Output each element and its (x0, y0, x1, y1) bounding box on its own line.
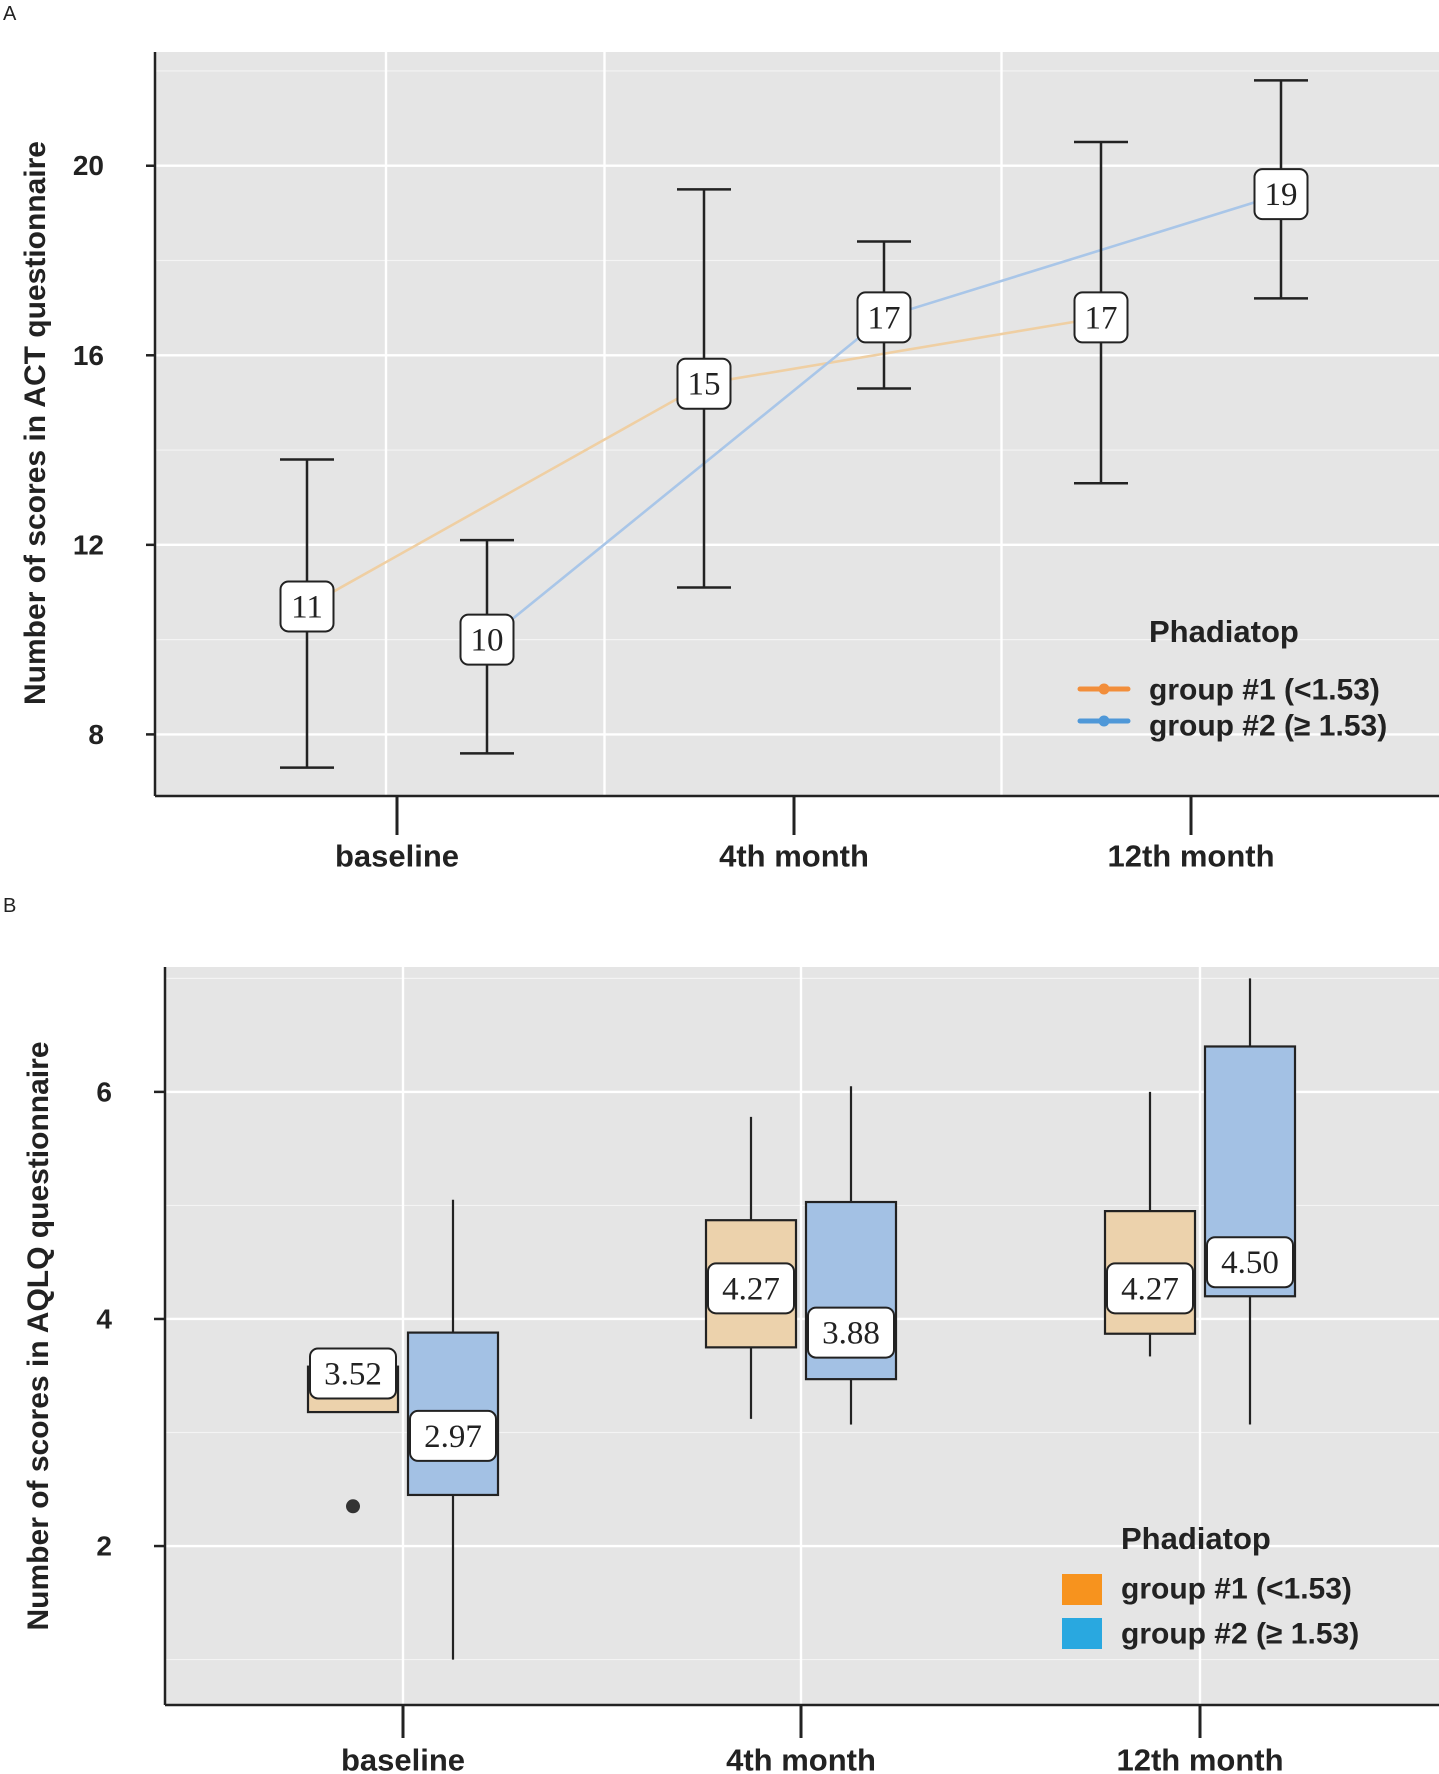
data-label-group-1-4th-month-box (707, 1262, 795, 1315)
panel-a-legend-label-group-1: group #1 (<1.53) (1149, 674, 1380, 707)
panel-a-gridlines (156, 52, 1439, 796)
y-tick-label-8: 8 (88, 719, 104, 750)
data-label-group-1-12th-month-text: 17 (1085, 300, 1118, 336)
panel-b-legend: Phadiatop group #1 (<1.53) group #2 (≥ 1… (1062, 1521, 1359, 1651)
data-label-group-2-12th-month-text: 19 (1265, 177, 1298, 213)
panel-a-plot-background (156, 52, 1439, 795)
data-label-group-1-baseline-box (309, 1347, 397, 1400)
data-label-group-1-4th-month: 4.27 (707, 1262, 795, 1315)
data-label-group-2-4th-month-text: 3.88 (822, 1316, 880, 1352)
panel-a-y-ticks: 8 12 16 20 (73, 150, 155, 750)
panel-b-legend-label-group-2: group #2 (≥ 1.53) (1121, 1618, 1359, 1651)
data-label-group-1-baseline-box (279, 580, 335, 633)
panel-b-letter: B (3, 895, 16, 917)
panel-a-legend-title: Phadiatop (1149, 614, 1299, 649)
data-label-group-1-12th-month-box (1073, 291, 1129, 344)
legend-point-swatch-icon (1098, 683, 1110, 695)
data-label-group-2-12th-month-box (1253, 168, 1309, 221)
data-label-group-1-4th-month-box (676, 357, 732, 410)
panel-b-y-ticks: 2 4 6 (96, 1076, 165, 1562)
x-tick-label-4th-month: 4th month (726, 1743, 876, 1774)
legend-fill-swatch-icon (1062, 1618, 1102, 1649)
panel-a-legend-item-group-1: group #1 (<1.53) (1077, 674, 1380, 707)
panel-a-legend-item-group-2: group #2 (≥ 1.53) (1077, 710, 1387, 743)
data-label-group-2-baseline-box (409, 1409, 497, 1462)
panel-a-data-labels: 11 15 17 10 17 19 (279, 168, 1309, 666)
data-label-group-2-12th-month-box (1206, 1236, 1294, 1289)
data-label-group-2-baseline: 10 (459, 613, 515, 666)
data-label-group-2-4th-month-box (807, 1306, 895, 1359)
y-tick-label-2: 2 (96, 1531, 112, 1562)
y-tick-label-12: 12 (73, 529, 104, 560)
data-label-group-1-baseline: 3.52 (309, 1347, 397, 1400)
panel-a-legend: Phadiatop group #1 (<1.53) group #2 (≥ 1… (1077, 614, 1387, 743)
data-label-group-2-4th-month-text: 17 (868, 300, 901, 336)
panel-a-legend-label-group-2: group #2 (≥ 1.53) (1149, 710, 1387, 743)
data-label-group-2-4th-month: 3.88 (807, 1306, 895, 1359)
data-label-group-1-baseline-text: 11 (291, 589, 323, 625)
data-label-group-1-4th-month-text: 15 (688, 367, 721, 403)
panel-b-x-ticks: baseline 4th month 12th month (341, 1705, 1284, 1774)
data-label-group-1-4th-month: 15 (676, 357, 732, 410)
x-tick-label-12th-month: 12th month (1116, 1743, 1283, 1774)
data-label-group-1-12th-month: 17 (1073, 291, 1129, 344)
x-tick-label-12th-month: 12th month (1107, 839, 1274, 874)
panel-b-y-axis-label: Number of scores in AQLQ questionnaire (22, 1042, 55, 1631)
x-tick-label-baseline: baseline (341, 1743, 465, 1774)
data-label-group-1-12th-month: 4.27 (1106, 1262, 1194, 1315)
y-tick-label-20: 20 (73, 150, 104, 181)
data-label-group-1-12th-month-box (1106, 1262, 1194, 1315)
x-tick-label-baseline: baseline (335, 839, 459, 874)
panel-b-legend-item-group-2: group #2 (≥ 1.53) (1062, 1618, 1359, 1651)
y-tick-label-6: 6 (96, 1076, 112, 1107)
panel-b-data-labels: 3.52 4.27 4.27 2.97 3.88 4.50 (309, 1236, 1294, 1462)
data-label-group-2-baseline-box (459, 613, 515, 666)
data-label-group-2-baseline-text: 10 (471, 623, 504, 659)
legend-point-swatch-icon (1098, 715, 1110, 727)
data-label-group-2-12th-month-text: 4.50 (1221, 1245, 1279, 1281)
panel-b-legend-title: Phadiatop (1121, 1521, 1271, 1556)
panel-b-legend-label-group-1: group #1 (<1.53) (1121, 1573, 1352, 1606)
panel-a-letter: A (3, 3, 17, 25)
y-tick-label-4: 4 (96, 1303, 112, 1334)
panel-a-y-axis-label: Number of scores in ACT questionnaire (19, 141, 52, 705)
data-label-group-1-baseline-text: 3.52 (324, 1356, 382, 1392)
x-tick-label-4th-month: 4th month (719, 839, 869, 874)
outlier-point (346, 1499, 360, 1514)
y-tick-label-16: 16 (73, 340, 104, 371)
data-label-group-2-12th-month: 4.50 (1206, 1236, 1294, 1289)
data-label-group-1-4th-month-text: 4.27 (722, 1271, 780, 1307)
panel-b-legend-item-group-1: group #1 (<1.53) (1062, 1573, 1352, 1606)
panel-b: B 2 4 6 baseline 4th month 12th month Number… (3, 895, 1439, 1774)
legend-fill-swatch-icon (1062, 1574, 1102, 1605)
data-label-group-2-baseline-text: 2.97 (424, 1419, 482, 1455)
data-label-group-2-12th-month: 19 (1253, 168, 1309, 221)
data-label-group-2-4th-month: 17 (856, 291, 912, 344)
panel-a: A 8 12 16 20 baseline 4th month 12th month Nu… (3, 3, 1439, 874)
data-label-group-1-baseline: 11 (279, 580, 335, 633)
panel-a-x-ticks: baseline 4th month 12th month (335, 796, 1275, 874)
data-label-group-1-12th-month-text: 4.27 (1121, 1271, 1179, 1307)
data-label-group-2-4th-month-box (856, 291, 912, 344)
data-label-group-2-baseline: 2.97 (409, 1409, 497, 1462)
